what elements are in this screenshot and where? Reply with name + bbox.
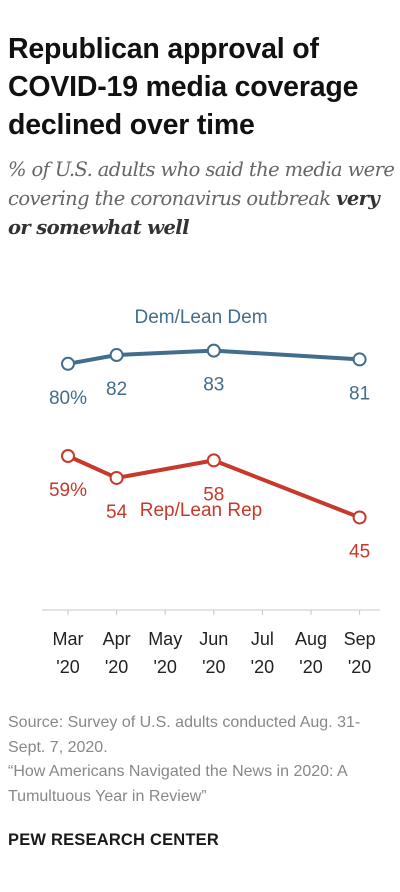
data-label-dem: 80% (49, 388, 87, 409)
data-label-rep: 58 (203, 484, 224, 505)
subtitle-emphasis: very or somewhat well (8, 187, 380, 239)
x-tick-label-month: Mar (53, 629, 84, 649)
chart-notes: Source: Survey of U.S. adults conducted … (8, 711, 396, 809)
data-labels: 80% 82 83 81 59% 54 58 45 (49, 375, 370, 563)
x-tick-label-year: '20 (56, 657, 79, 677)
data-label-dem: 81 (349, 383, 370, 404)
x-tick-label-year: '20 (348, 657, 371, 677)
x-tick-label-month: Apr (103, 629, 131, 649)
x-tick-label-year: '20 (202, 657, 225, 677)
pew-logo-text: PEW RESEARCH CENTER (8, 831, 219, 849)
series-labels: Dem/Lean Dem Rep/Lean Rep (134, 307, 267, 521)
series-line-rep (66, 453, 362, 520)
x-tick-label-month: Jun (199, 629, 228, 649)
x-tick-label-year: '20 (153, 657, 176, 677)
x-tick-label-year: '20 (105, 657, 128, 677)
data-point-rep (206, 453, 221, 468)
data-point-rep (61, 448, 75, 463)
series-label-dem: Dem/Lean Dem (134, 307, 267, 328)
data-point-dem (61, 356, 75, 371)
chart-subtitle: % of U.S. adults who said the media were… (8, 155, 396, 242)
series-lines (66, 348, 362, 520)
series-points (61, 343, 367, 525)
subtitle-text: % of U.S. adults who said the media were… (8, 158, 395, 210)
x-axis-ticks: Mar '20 Apr '20 May '20 Jun '20 Jul '20 Aug '20 Sep '… (53, 610, 376, 677)
x-tick-label-month: May (148, 629, 182, 649)
series-line-dem (66, 348, 362, 366)
data-label-rep: 59% (49, 480, 87, 501)
data-point-dem (206, 343, 221, 358)
series-label-rep: Rep/Lean Rep (140, 500, 263, 521)
report-note: “How Americans Navigated the News in 202… (8, 763, 347, 805)
x-tick-label-year: '20 (251, 657, 274, 677)
x-tick-label-month: Jul (251, 629, 274, 649)
chart-title: Republican approval of COVID-19 media co… (8, 33, 359, 141)
data-point-rep (109, 470, 124, 485)
source-note: Source: Survey of U.S. adults conducted … (8, 714, 361, 756)
data-label-rep: 54 (106, 502, 128, 523)
data-point-dem (109, 348, 124, 363)
line-chart: Dem/Lean Dem Rep/Lean Rep 80% 82 83 81 59% 54… (42, 307, 380, 677)
data-label-rep: 45 (349, 541, 370, 562)
x-tick-label-month: Sep (344, 629, 376, 649)
data-point-dem (352, 352, 367, 367)
data-point-rep (352, 510, 367, 525)
x-tick-label-year: '20 (299, 657, 322, 677)
data-label-dem: 83 (203, 375, 224, 396)
x-tick-label-month: Aug (295, 629, 327, 649)
data-label-dem: 82 (106, 379, 127, 400)
